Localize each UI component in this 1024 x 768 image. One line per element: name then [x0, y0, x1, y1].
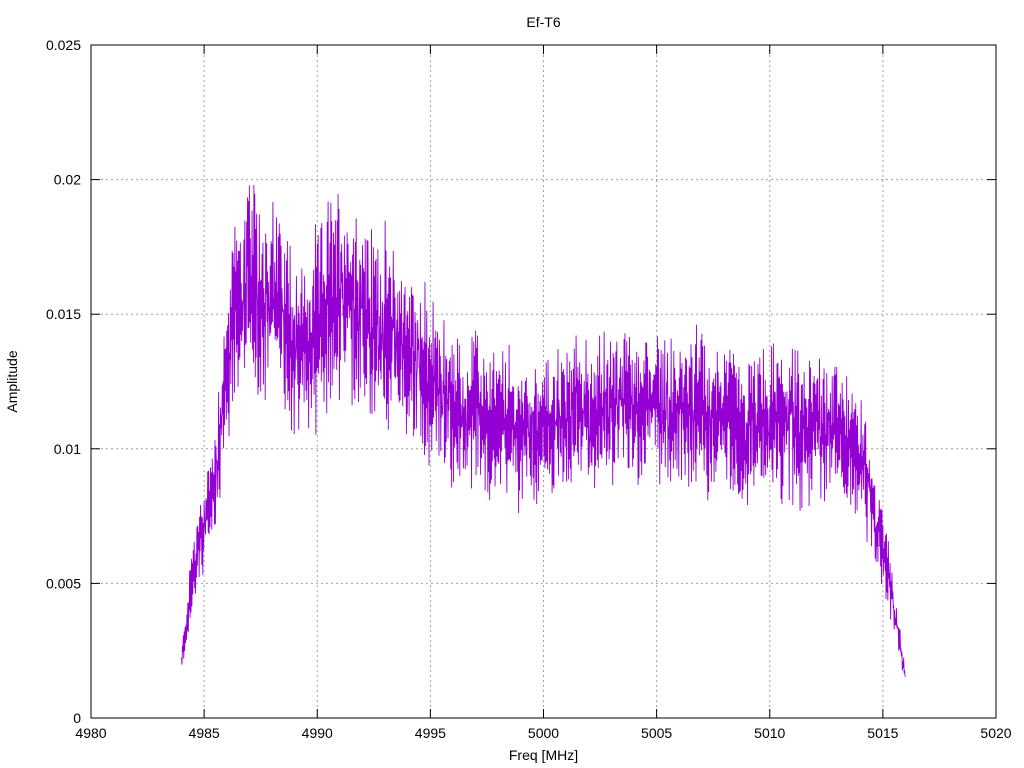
x-axis-label: Freq [MHz] [509, 747, 578, 763]
y-tick-label: 0 [73, 710, 81, 726]
y-tick-label: 0.01 [54, 441, 81, 457]
x-tick-label: 5015 [867, 725, 898, 741]
plot-area [181, 184, 906, 677]
x-tick-labels: 4980 4985 4990 4995 5000 5005 5010 5015 5020 [75, 725, 1011, 741]
ticks [90, 44, 997, 719]
x-tick-label: 5020 [980, 725, 1011, 741]
x-tick-label: 5010 [754, 725, 785, 741]
y-tick-label: 0.005 [46, 575, 81, 591]
chart-title: Ef-T6 [526, 14, 560, 30]
x-tick-label: 5000 [528, 725, 559, 741]
x-tick-label: 4980 [75, 725, 106, 741]
series-line [181, 184, 906, 677]
x-tick-label: 4985 [189, 725, 220, 741]
y-tick-label: 0.02 [54, 172, 81, 188]
y-axis-label: Amplitude [4, 350, 20, 412]
x-tick-label: 5005 [641, 725, 672, 741]
x-tick-label: 4990 [302, 725, 333, 741]
y-tick-label: 0.015 [46, 306, 81, 322]
y-tick-label: 0.025 [46, 37, 81, 53]
x-tick-label: 4995 [415, 725, 446, 741]
y-tick-labels: 0 0.005 0.01 0.015 0.02 0.025 [46, 37, 81, 726]
